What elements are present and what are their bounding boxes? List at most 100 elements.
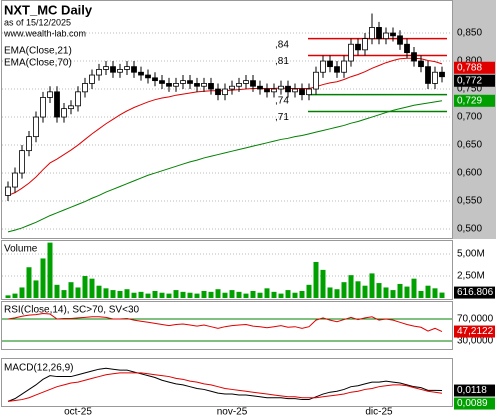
candle-body xyxy=(299,88,305,96)
volume-bar xyxy=(222,292,228,298)
volume-bar xyxy=(152,290,158,298)
y-tick-label: 0,700 xyxy=(457,112,482,123)
y-tick-label: 5,00M xyxy=(457,249,485,260)
candle-body xyxy=(327,60,333,68)
volume-bar xyxy=(117,290,123,298)
candle-body xyxy=(397,35,403,45)
candle-body xyxy=(271,88,277,93)
volume-bar xyxy=(194,293,200,298)
candle-body xyxy=(390,32,396,37)
last-value-box xyxy=(454,286,495,299)
candle-body xyxy=(131,66,137,73)
volume-bar xyxy=(229,290,235,298)
volume-bar xyxy=(61,290,67,298)
candle-body xyxy=(110,66,116,73)
candle-body xyxy=(404,43,410,54)
volume-bar xyxy=(12,293,18,298)
candle-body xyxy=(439,71,445,78)
y-tick-label: 0,500 xyxy=(457,224,482,235)
candle-body xyxy=(215,88,221,96)
volume-bar xyxy=(390,290,396,298)
volume-bar xyxy=(54,284,60,298)
candle-body xyxy=(285,85,291,93)
y-tick-label: 0,800 xyxy=(457,56,482,67)
candle-body xyxy=(40,97,46,118)
candle-body xyxy=(355,43,361,51)
volume-panel xyxy=(1,240,453,300)
volume-bar xyxy=(418,290,424,298)
volume-bar xyxy=(369,273,375,298)
candle-body xyxy=(376,27,382,40)
last-value-box xyxy=(454,94,495,107)
candle-body xyxy=(12,172,18,188)
volume-bar xyxy=(432,288,438,298)
volume-bar xyxy=(271,291,277,298)
volume-bar xyxy=(306,284,312,298)
volume-bar xyxy=(33,280,39,298)
volume-bar xyxy=(96,285,102,298)
last-value-label: 0,0118 xyxy=(457,385,487,396)
last-value-box xyxy=(454,74,495,87)
candle-body xyxy=(432,71,438,84)
x-tick-label: dic-25 xyxy=(365,407,393,418)
candle-body xyxy=(96,69,102,76)
candle-body xyxy=(201,83,207,87)
panel-title: MACD(12,26,9) xyxy=(4,363,73,374)
volume-bar xyxy=(5,295,11,298)
candle-body xyxy=(278,85,284,90)
volume-bar xyxy=(68,282,74,298)
volume-bar xyxy=(439,292,445,298)
volume-bar xyxy=(411,278,417,298)
volume-bar xyxy=(334,289,340,298)
volume-bar xyxy=(82,276,88,298)
candle-body xyxy=(75,91,81,107)
level-label: ,71 xyxy=(275,112,289,123)
volume-bar xyxy=(26,267,32,298)
volume-bar xyxy=(264,288,270,298)
candle-body xyxy=(369,27,375,40)
indicator-line xyxy=(7,372,443,402)
chart-title: NXT_MC Daily xyxy=(4,2,93,17)
volume-bar xyxy=(173,290,179,298)
legend-entry: EMA(Close,70) xyxy=(4,58,72,69)
volume-bar xyxy=(376,283,382,298)
candle-body xyxy=(89,74,95,84)
candle-body xyxy=(194,83,200,87)
x-tick-label: oct-25 xyxy=(64,407,92,418)
candle-body xyxy=(173,83,179,87)
volume-bar xyxy=(180,291,186,298)
candle-body xyxy=(292,88,298,93)
volume-bar xyxy=(138,291,144,298)
volume-bar xyxy=(166,293,172,298)
level-tick-label: 30,0000 xyxy=(457,336,494,347)
x-tick-label: nov-25 xyxy=(217,407,248,418)
candle-body xyxy=(229,85,235,90)
last-value-label: 0,729 xyxy=(457,95,482,106)
candle-body xyxy=(425,66,431,84)
last-value-label: 0,772 xyxy=(457,75,482,86)
level-label: ,84 xyxy=(275,39,289,50)
volume-bar xyxy=(145,293,151,298)
candle-body xyxy=(264,88,270,93)
volume-bar xyxy=(103,288,109,298)
candle-body xyxy=(348,43,354,62)
volume-bar xyxy=(250,290,256,298)
candle-body xyxy=(411,52,417,62)
volume-bar xyxy=(299,290,305,298)
candle-body xyxy=(159,80,165,84)
candle-body xyxy=(166,83,172,87)
volume-bar xyxy=(355,281,361,298)
volume-bar xyxy=(383,287,389,298)
volume-bar xyxy=(348,275,354,298)
panel-title: Volume xyxy=(4,244,38,255)
volume-bar xyxy=(40,258,46,298)
rsi-panel xyxy=(1,301,453,350)
volume-bar xyxy=(215,289,221,298)
candle-body xyxy=(117,69,123,73)
panel-title: RSI(Close,14), SC>70, SV<30 xyxy=(4,305,140,316)
indicator-line xyxy=(7,312,443,332)
candle-body xyxy=(320,60,326,73)
last-value-box xyxy=(454,397,495,410)
last-value-label: 0,0089 xyxy=(457,398,488,409)
